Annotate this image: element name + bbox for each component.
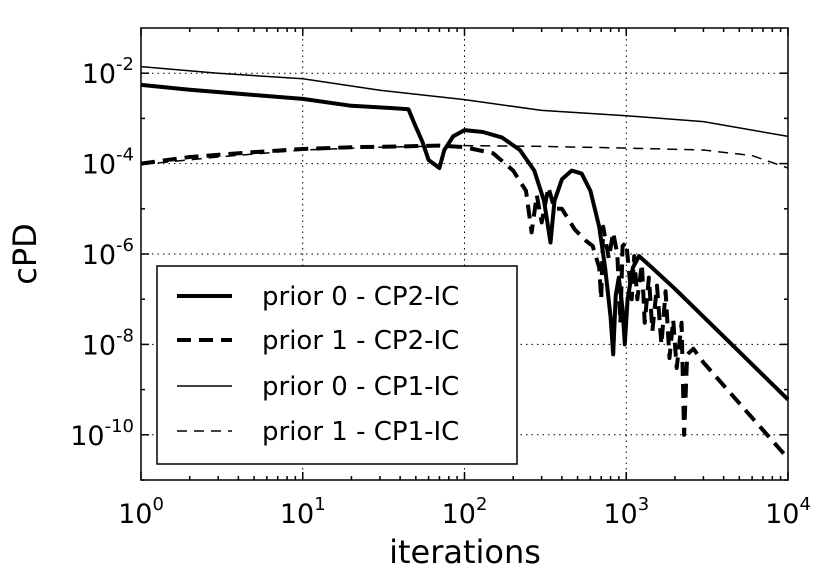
x-tick-label: 104 [765, 494, 811, 530]
series-line-prior-1-cp2-ic [140, 143, 790, 460]
legend-label-prior1-cp2: prior 1 - CP2-IC [262, 326, 459, 356]
x-tick-label: 101 [280, 494, 326, 530]
x-tick-label: 100 [118, 494, 164, 530]
series-line-prior-0-cp1-ic [140, 65, 789, 138]
y-tick-label: 10-4 [82, 145, 134, 181]
legend-label-prior1-cp1: prior 1 - CP1-IC [262, 417, 459, 447]
tick-labels: 100 101 102 103 104 10-10 10-8 10-6 10-4 10-2 [70, 54, 811, 530]
y-tick-label: 10-6 [82, 235, 134, 271]
y-tick-label: 10-2 [82, 54, 134, 90]
x-axis-label: iterations [389, 533, 541, 571]
legend-label-prior0-cp1: prior 0 - CP1-IC [262, 372, 459, 402]
y-axis-label: cPD [6, 223, 44, 285]
series-line-prior-0-cp2-ic [140, 82, 790, 402]
ticks [140, 28, 789, 481]
y-tick-label: 10-10 [70, 416, 134, 452]
x-tick-label: 103 [603, 494, 649, 530]
series-group [140, 65, 790, 460]
legend-label-prior0-cp2: prior 0 - CP2-IC [262, 282, 459, 312]
x-tick-label: 102 [442, 494, 488, 530]
series-line-prior-1-cp1-ic [140, 144, 789, 169]
y-tick-label: 10-8 [82, 325, 134, 361]
legend: prior 0 - CP2-IC prior 1 - CP2-IC prior … [156, 265, 518, 465]
